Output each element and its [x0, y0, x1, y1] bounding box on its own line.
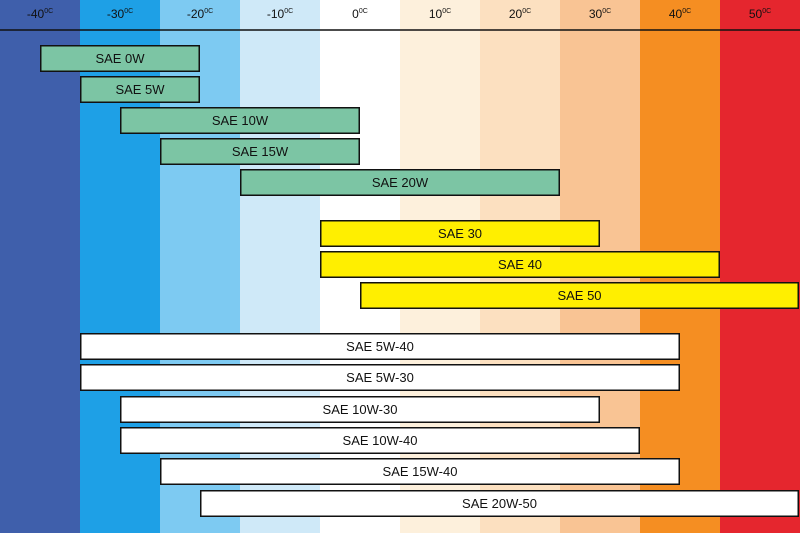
x-tick-label: 00C [352, 7, 368, 21]
grade-bar-label: SAE 50 [557, 288, 601, 303]
temperature-zone-0 [0, 0, 81, 533]
grade-bar-sae-10w: SAE 10W [120, 107, 360, 134]
grade-bar-label: SAE 30 [438, 226, 482, 241]
grade-bar-rect [120, 107, 360, 134]
x-tick-label: -300C [107, 7, 133, 21]
grade-bar-rect [200, 490, 799, 517]
grade-bar-rect [80, 333, 680, 360]
grade-bar-sae-20w: SAE 20W [240, 169, 560, 196]
grade-bar-rect [80, 364, 680, 391]
grade-bar-sae-5w: SAE 5W [80, 76, 200, 103]
grade-bar-rect [120, 427, 640, 454]
x-axis-tick-labels: -400C -300C -200C -100C 00C 100C 200C 300C 400C 5… [27, 7, 771, 21]
x-tick-label: 500C [749, 7, 771, 21]
grade-bars: SAE 0W SAE 5W SAE 10W SAE 15W SAE 20W SAE 30 S… [40, 45, 799, 517]
grade-bar-rect [160, 458, 680, 485]
grade-bar-sae-40: SAE 40 [320, 251, 720, 278]
grade-bar-rect [320, 220, 600, 247]
grade-bar-label: SAE 5W-30 [346, 370, 414, 385]
grade-bar-rect [120, 396, 600, 423]
grade-bar-label: SAE 15W [232, 144, 289, 159]
grade-bar-label: SAE 10W-40 [343, 433, 418, 448]
grade-bar-label: SAE 20W [372, 175, 429, 190]
grade-bar-label: SAE 0W [95, 51, 145, 66]
grade-bar-sae-20w-50: SAE 20W-50 [200, 490, 799, 517]
grade-bar-sae-10w-30: SAE 10W-30 [120, 396, 600, 423]
grade-bar-sae-5w-40: SAE 5W-40 [80, 333, 680, 360]
grade-bar-sae-5w-30: SAE 5W-30 [80, 364, 680, 391]
grade-bar-label: SAE 10W [212, 113, 269, 128]
grade-bar-sae-30: SAE 30 [320, 220, 600, 247]
x-tick-label: 100C [429, 7, 451, 21]
grade-bar-label: SAE 10W-30 [323, 402, 398, 417]
temperature-zone-9 [720, 0, 800, 533]
x-tick-label: -400C [27, 7, 53, 21]
grade-bar-label: SAE 20W-50 [462, 496, 537, 511]
x-tick-label: -200C [187, 7, 213, 21]
grade-bar-rect [160, 138, 360, 165]
grade-bar-rect [40, 45, 200, 72]
grade-bar-label: SAE 5W [115, 82, 165, 97]
grade-bar-rect [320, 251, 720, 278]
x-tick-label: 200C [509, 7, 531, 21]
grade-bar-sae-10w-40: SAE 10W-40 [120, 427, 640, 454]
x-tick-label: 300C [589, 7, 611, 21]
x-tick-label: -100C [267, 7, 293, 21]
grade-bar-label: SAE 5W-40 [346, 339, 414, 354]
grade-bar-label: SAE 40 [498, 257, 542, 272]
grade-bar-sae-0w: SAE 0W [40, 45, 200, 72]
grade-bar-sae-15w: SAE 15W [160, 138, 360, 165]
grade-bar-sae-50: SAE 50 [360, 282, 799, 309]
grade-bar-rect [360, 282, 799, 309]
grade-bar-rect [80, 76, 200, 103]
grade-bar-label: SAE 15W-40 [383, 464, 458, 479]
x-tick-label: 400C [669, 7, 691, 21]
grade-bar-rect [240, 169, 560, 196]
grade-bar-sae-15w-40: SAE 15W-40 [160, 458, 680, 485]
